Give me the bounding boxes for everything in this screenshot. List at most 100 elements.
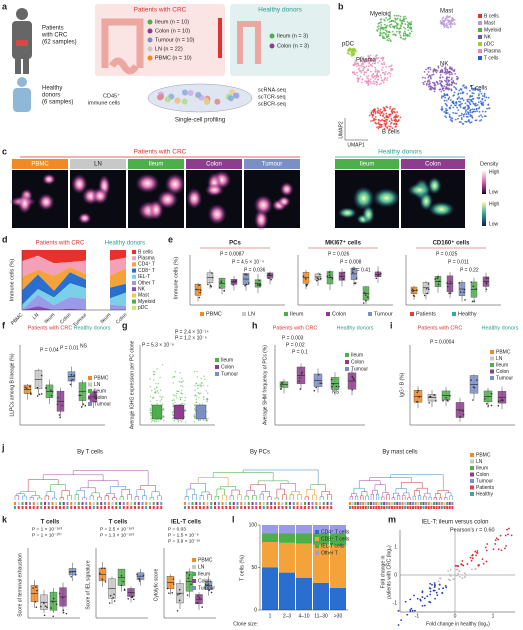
cell bbox=[365, 65, 368, 68]
cell bbox=[378, 25, 380, 27]
cell bbox=[446, 88, 448, 90]
dot bbox=[438, 280, 441, 283]
dot bbox=[259, 283, 262, 286]
dot bbox=[497, 405, 500, 407]
shape bbox=[433, 506, 435, 509]
cell bbox=[385, 122, 388, 124]
dot bbox=[172, 376, 174, 379]
dot bbox=[500, 399, 502, 402]
dot bbox=[445, 586, 448, 589]
dot bbox=[179, 397, 181, 399]
label: NS bbox=[80, 343, 88, 349]
dot bbox=[449, 394, 451, 397]
dendro bbox=[291, 491, 300, 495]
shape bbox=[385, 502, 388, 505]
cell bbox=[429, 66, 431, 69]
cell bbox=[393, 107, 396, 110]
cell bbox=[433, 84, 436, 87]
dot bbox=[471, 568, 473, 571]
shape bbox=[330, 506, 333, 509]
dot bbox=[58, 592, 61, 595]
dot bbox=[471, 553, 474, 556]
cell bbox=[457, 117, 459, 120]
label: donors bbox=[42, 93, 60, 99]
cell bbox=[450, 71, 453, 74]
dot bbox=[448, 292, 450, 295]
shape bbox=[17, 506, 20, 509]
cell bbox=[356, 71, 358, 74]
cell bbox=[395, 116, 398, 119]
density bbox=[352, 186, 375, 211]
dot bbox=[198, 296, 201, 299]
cell bbox=[164, 96, 171, 103]
dot bbox=[70, 575, 72, 578]
panel-label: m bbox=[388, 514, 396, 524]
cell bbox=[460, 116, 463, 119]
dot bbox=[508, 527, 510, 530]
dot bbox=[433, 586, 436, 589]
cell bbox=[440, 90, 443, 93]
dot bbox=[101, 578, 104, 580]
dot bbox=[431, 583, 433, 586]
dot bbox=[473, 386, 476, 389]
dendro bbox=[59, 497, 64, 500]
label: Healthy donors bbox=[482, 325, 519, 331]
shape bbox=[128, 159, 184, 169]
shape bbox=[417, 502, 420, 505]
dot bbox=[162, 396, 164, 398]
dot bbox=[201, 606, 203, 608]
label: Colon bbox=[206, 162, 222, 168]
cell bbox=[429, 87, 432, 89]
shape bbox=[218, 18, 222, 58]
shape bbox=[251, 506, 254, 509]
dot bbox=[380, 273, 382, 275]
cell bbox=[399, 18, 402, 20]
label: Colon bbox=[496, 369, 509, 375]
shape bbox=[470, 485, 474, 490]
label: LLPCs among B lineage (%) bbox=[9, 353, 15, 416]
cell bbox=[479, 119, 481, 122]
shape bbox=[490, 356, 494, 361]
cell bbox=[468, 120, 471, 123]
cell bbox=[448, 23, 451, 26]
panel-label: a bbox=[2, 1, 8, 11]
cell bbox=[353, 61, 356, 64]
cell bbox=[382, 56, 384, 59]
cell bbox=[354, 48, 357, 51]
dot bbox=[365, 299, 367, 302]
density bbox=[71, 174, 88, 195]
dot bbox=[122, 580, 124, 583]
dendro bbox=[306, 489, 315, 497]
dot bbox=[171, 411, 174, 414]
label: P = 0.1 bbox=[292, 349, 308, 355]
dot bbox=[155, 421, 157, 423]
dot bbox=[469, 556, 472, 559]
dot bbox=[464, 576, 466, 579]
dot bbox=[195, 398, 198, 401]
dot bbox=[181, 396, 183, 399]
dendro bbox=[382, 492, 389, 497]
dendro bbox=[327, 493, 332, 500]
dot bbox=[313, 389, 316, 392]
dot bbox=[328, 274, 331, 276]
dot bbox=[438, 588, 440, 590]
cell bbox=[398, 32, 401, 35]
shape bbox=[490, 350, 494, 354]
shape bbox=[88, 376, 92, 380]
cell bbox=[379, 32, 382, 35]
shape bbox=[192, 572, 196, 576]
label: Ileum bbox=[94, 388, 106, 394]
dot bbox=[299, 388, 302, 390]
area bbox=[110, 292, 126, 307]
cell bbox=[474, 110, 477, 113]
dot bbox=[172, 403, 174, 405]
cell bbox=[377, 111, 380, 114]
dot bbox=[176, 392, 178, 395]
label: Tumour bbox=[94, 401, 111, 407]
cell bbox=[458, 114, 461, 117]
label: 1 bbox=[269, 613, 272, 619]
label: Other T bbox=[321, 550, 338, 556]
cell bbox=[456, 75, 458, 78]
shape bbox=[14, 506, 16, 509]
dot bbox=[113, 593, 115, 596]
